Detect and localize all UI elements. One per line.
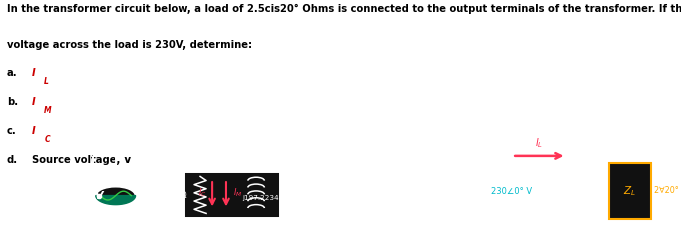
Text: c.: c. bbox=[7, 126, 16, 136]
Text: 230∠0° V: 230∠0° V bbox=[491, 187, 533, 196]
Text: voltage across the load is 230V, determine:: voltage across the load is 230V, determi… bbox=[7, 40, 252, 51]
Text: C: C bbox=[44, 135, 50, 144]
FancyBboxPatch shape bbox=[184, 172, 280, 218]
Text: 2∀20° Ω: 2∀20° Ω bbox=[654, 186, 681, 195]
Text: $I_L$: $I_L$ bbox=[535, 136, 543, 150]
Text: b.: b. bbox=[7, 97, 18, 107]
Text: M: M bbox=[44, 106, 52, 115]
Text: a.: a. bbox=[7, 68, 18, 78]
Text: V: V bbox=[95, 190, 104, 201]
Text: d.: d. bbox=[7, 155, 18, 165]
Text: j0.0246696 Ω: j0.0246696 Ω bbox=[393, 145, 442, 151]
Text: I: I bbox=[32, 68, 36, 78]
Text: $I_M$: $I_M$ bbox=[233, 187, 242, 199]
Text: −: − bbox=[597, 207, 606, 217]
Text: j197.2234Ω: j197.2234Ω bbox=[242, 195, 285, 201]
Text: $Z_L$: $Z_L$ bbox=[623, 184, 636, 198]
Text: 0.0084633 Ω: 0.0084633 Ω bbox=[298, 145, 345, 151]
Text: $I_C$: $I_C$ bbox=[197, 187, 206, 199]
FancyBboxPatch shape bbox=[609, 163, 651, 219]
Text: I: I bbox=[32, 97, 36, 107]
Polygon shape bbox=[96, 196, 136, 205]
Text: L: L bbox=[44, 77, 49, 86]
Text: +: + bbox=[597, 166, 606, 176]
Text: In the transformer circuit below, a load of 2.5cis20° Ohms is connected to the o: In the transformer circuit below, a load… bbox=[7, 4, 681, 14]
Text: I: I bbox=[32, 126, 36, 136]
Text: Source voltage, V: Source voltage, V bbox=[32, 155, 131, 165]
Circle shape bbox=[96, 187, 136, 205]
Text: 153.3333 Ω: 153.3333 Ω bbox=[142, 191, 186, 200]
